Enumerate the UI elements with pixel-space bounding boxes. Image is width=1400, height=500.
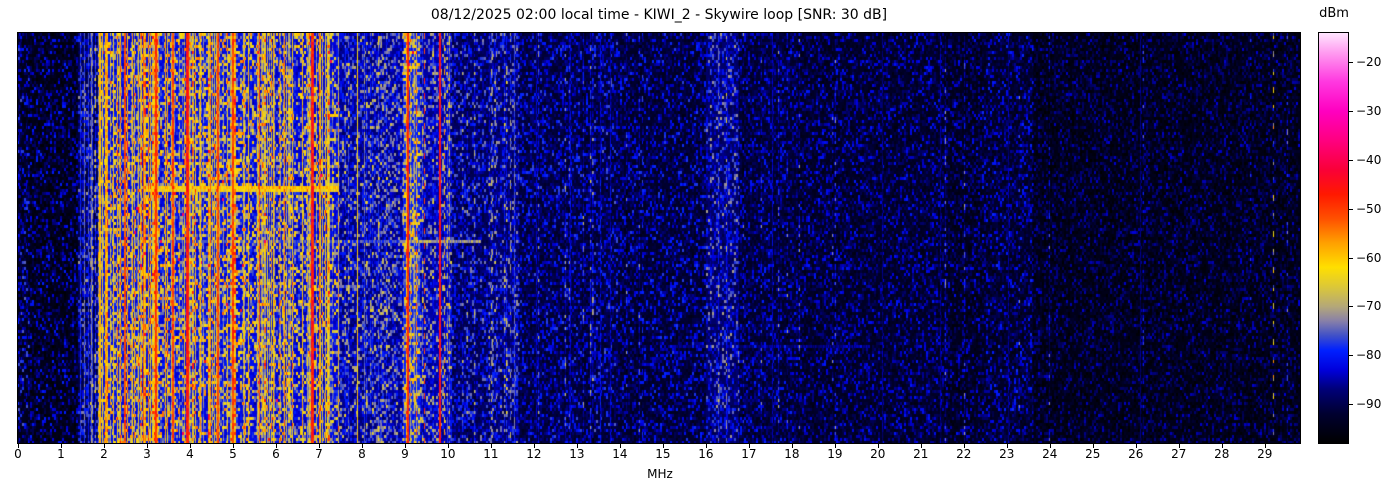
x-tick-label: 6 <box>272 447 280 461</box>
x-tick-label: 8 <box>358 447 366 461</box>
colorbar-tick-label: −20 <box>1356 55 1382 70</box>
colorbar-tick-label: −60 <box>1356 250 1382 265</box>
x-tick-mark <box>318 444 320 448</box>
x-tick-mark <box>748 444 750 448</box>
x-tick-mark <box>447 444 449 448</box>
x-tick-mark <box>146 444 148 448</box>
x-tick-label: 12 <box>526 447 542 461</box>
x-tick-label: 13 <box>569 447 585 461</box>
colorbar-title: dBm <box>1319 6 1349 21</box>
x-tick-label: 21 <box>913 447 929 461</box>
x-tick-label: 10 <box>440 447 456 461</box>
x-tick-label: 15 <box>655 447 671 461</box>
x-tick-mark <box>490 444 492 448</box>
colorbar-tick-mark <box>1349 159 1353 161</box>
colorbar-tick-label: −40 <box>1356 152 1382 167</box>
colorbar-tick-label: −50 <box>1356 201 1382 216</box>
x-tick-label: 0 <box>14 447 22 461</box>
x-tick-mark <box>103 444 105 448</box>
x-tick-mark <box>576 444 578 448</box>
x-tick-label: 18 <box>784 447 800 461</box>
colorbar-tick-label: −70 <box>1356 299 1382 314</box>
x-tick-label: 28 <box>1214 447 1230 461</box>
x-tick-label: 25 <box>1085 447 1101 461</box>
colorbar-tick-mark <box>1349 208 1353 210</box>
x-tick-label: 20 <box>870 447 886 461</box>
x-tick-label: 29 <box>1257 447 1273 461</box>
x-tick-label: 7 <box>315 447 323 461</box>
x-tick-label: 27 <box>1171 447 1187 461</box>
x-tick-label: 4 <box>186 447 194 461</box>
x-tick-mark <box>1178 444 1180 448</box>
x-tick-label: 16 <box>698 447 714 461</box>
colorbar-tick-mark <box>1349 355 1353 357</box>
x-tick-mark <box>705 444 707 448</box>
x-tick-label: 22 <box>956 447 972 461</box>
x-tick-label: 17 <box>741 447 757 461</box>
x-tick-mark <box>533 444 535 448</box>
x-tick-label: 26 <box>1128 447 1144 461</box>
colorbar-tick-mark <box>1349 257 1353 259</box>
colorbar <box>1318 32 1349 444</box>
x-tick-mark <box>1264 444 1266 448</box>
chart-title: 08/12/2025 02:00 local time - KIWI_2 - S… <box>430 7 888 23</box>
x-tick-mark <box>361 444 363 448</box>
x-tick-label: 14 <box>612 447 628 461</box>
spectrogram-plot <box>17 32 1301 444</box>
x-tick-label: 5 <box>229 447 237 461</box>
x-tick-mark <box>1135 444 1137 448</box>
spectrogram-canvas <box>18 33 1300 443</box>
colorbar-tick-mark <box>1349 111 1353 113</box>
x-tick-mark <box>619 444 621 448</box>
colorbar-tick-label: −90 <box>1356 396 1382 411</box>
x-tick-mark <box>404 444 406 448</box>
x-tick-label: 1 <box>57 447 65 461</box>
x-tick-mark <box>920 444 922 448</box>
x-tick-mark <box>662 444 664 448</box>
x-tick-mark <box>1049 444 1051 448</box>
x-axis-label: MHz <box>647 467 673 481</box>
colorbar-gradient <box>1319 33 1348 443</box>
x-tick-label: 11 <box>483 447 499 461</box>
x-tick-mark <box>963 444 965 448</box>
colorbar-tick-label: −80 <box>1356 348 1382 363</box>
x-tick-label: 9 <box>401 447 409 461</box>
x-tick-label: 23 <box>999 447 1015 461</box>
colorbar-tick-label: −30 <box>1356 104 1382 119</box>
x-tick-label: 3 <box>143 447 151 461</box>
x-tick-mark <box>18 444 19 448</box>
x-tick-mark <box>1092 444 1094 448</box>
x-tick-mark <box>189 444 191 448</box>
x-tick-label: 19 <box>827 447 843 461</box>
x-tick-label: 2 <box>100 447 108 461</box>
x-tick-label: 24 <box>1042 447 1058 461</box>
x-tick-mark <box>877 444 879 448</box>
colorbar-tick-mark <box>1349 403 1353 405</box>
x-tick-mark <box>1006 444 1008 448</box>
x-tick-mark <box>232 444 234 448</box>
x-tick-mark <box>834 444 836 448</box>
colorbar-tick-mark <box>1349 62 1353 64</box>
x-tick-mark <box>60 444 62 448</box>
x-tick-mark <box>275 444 277 448</box>
colorbar-tick-mark <box>1349 306 1353 308</box>
x-tick-mark <box>791 444 793 448</box>
x-tick-mark <box>1221 444 1223 448</box>
